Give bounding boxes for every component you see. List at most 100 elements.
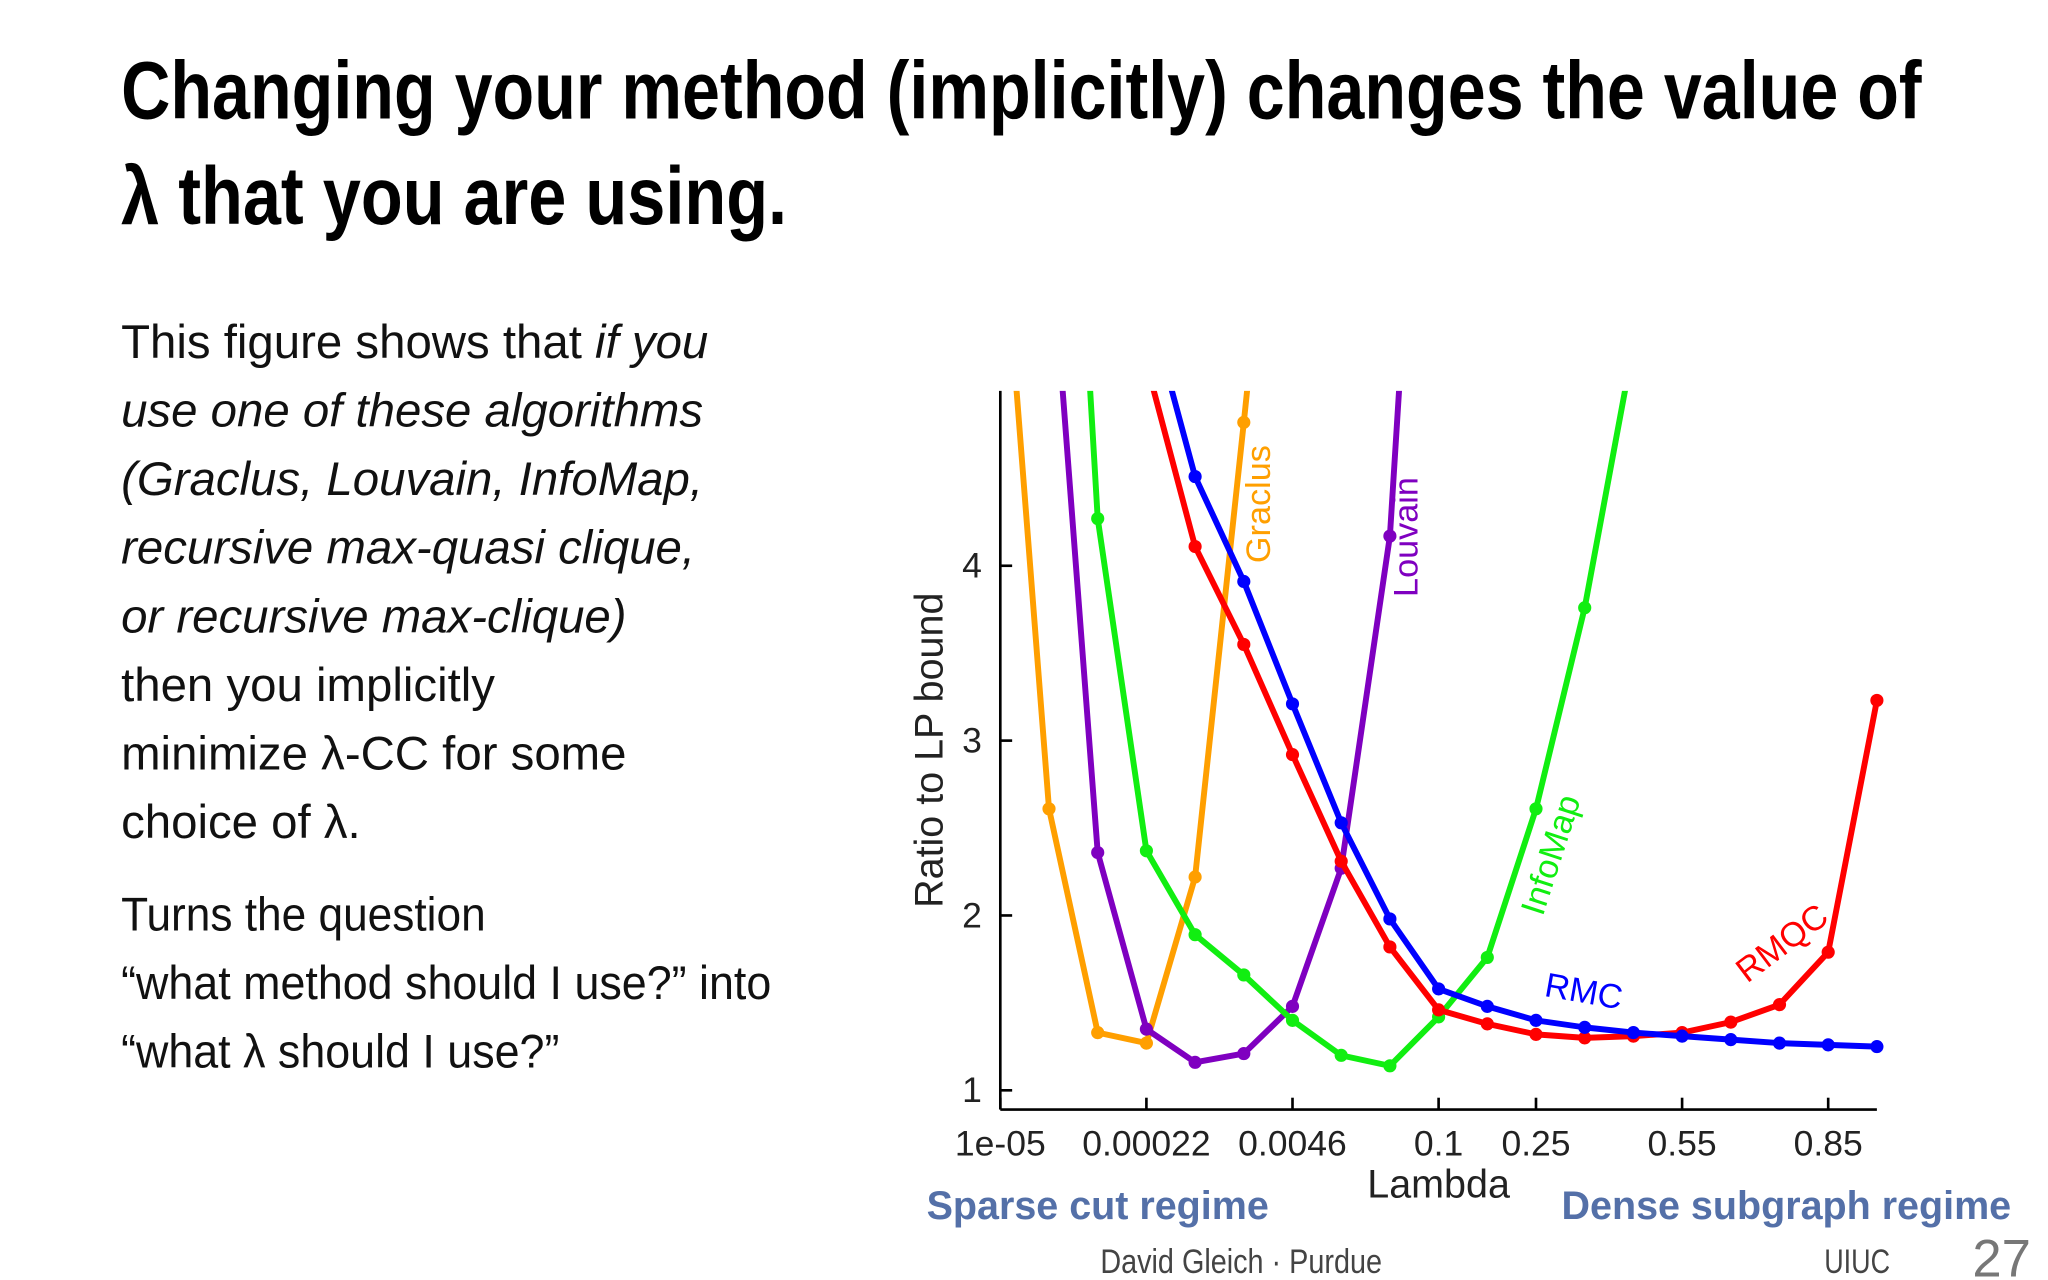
data-point	[1383, 529, 1397, 543]
data-point	[1091, 511, 1105, 526]
data-point	[1139, 844, 1153, 858]
data-point	[1480, 999, 1494, 1013]
data-point	[1285, 1013, 1300, 1027]
series-line	[1168, 390, 1878, 1050]
body-line: use one of these algorithms	[121, 385, 703, 438]
data-point	[1578, 1020, 1592, 1034]
x-tick-label: 1e-05	[955, 1124, 1046, 1164]
data-point	[1139, 1022, 1153, 1036]
data-point	[1627, 339, 1640, 352]
data-point	[1237, 968, 1251, 982]
body-line: or recursive max-clique)	[121, 590, 626, 643]
page-number: 27	[1972, 1230, 2031, 1280]
data-point	[1334, 854, 1348, 868]
data-point	[1237, 637, 1251, 652]
body-line: Turns the question	[121, 889, 486, 942]
data-point	[1870, 693, 1884, 707]
data-point	[1334, 1048, 1348, 1062]
data-point	[1139, 1036, 1153, 1050]
data-point	[1821, 945, 1835, 959]
y-tick-label: 3	[962, 720, 982, 760]
data-point	[1237, 415, 1251, 429]
data-point	[1285, 748, 1300, 762]
body-span: This figure shows that	[121, 316, 582, 369]
title-line: Changing your method (implicitly) change…	[121, 45, 1922, 136]
data-point	[1675, 1029, 1689, 1043]
body-line: “what method should I use?” into	[121, 957, 771, 1010]
data-point	[1334, 816, 1348, 830]
data-point	[1285, 999, 1300, 1013]
plot-area	[994, 175, 1884, 1073]
annotation: Sparse cut regime	[927, 1184, 1269, 1228]
data-point	[1140, 356, 1153, 369]
data-point	[1578, 1031, 1592, 1045]
body-line: minimize λ-CC for some	[121, 727, 626, 780]
data-point	[1140, 290, 1153, 303]
body-span: use one of these algorithms	[121, 385, 703, 438]
body-line: then you implicitly	[121, 659, 495, 712]
data-point	[1821, 1038, 1835, 1052]
x-tick-label: 0.00022	[1082, 1124, 1210, 1164]
data-point	[1188, 470, 1202, 484]
data-point	[1529, 802, 1543, 816]
data-point	[994, 175, 1007, 188]
body-span: then you implicitly	[121, 659, 495, 712]
data-point	[1529, 1013, 1543, 1027]
data-point	[1188, 928, 1202, 942]
data-point	[1188, 539, 1202, 554]
x-tick-label: 0.85	[1794, 1124, 1863, 1164]
y-tick-label: 1	[962, 1070, 982, 1110]
data-point	[1383, 940, 1397, 954]
y-axis-label: Ratio to LP bound	[907, 593, 951, 908]
data-point	[1870, 1040, 1884, 1054]
data-point	[1383, 1059, 1397, 1073]
footer-venue: UIUC	[1824, 1243, 1890, 1280]
x-axis-label: Lambda	[1367, 1163, 1510, 1207]
body-span: or recursive max-clique)	[121, 590, 626, 643]
series-label: RMQC	[1729, 897, 1835, 990]
data-point	[1578, 601, 1592, 615]
body-span: choice of λ.	[121, 796, 361, 849]
body-span: (Graclus, Louvain, InfoMap,	[121, 453, 703, 506]
series-line	[1150, 390, 1880, 1041]
body-text: This figure shows that if you use one of t…	[121, 316, 771, 1078]
chart: 1 2 3 4 1e-05 0.00022 0.0046 0.1 0.25 0.55 0.85 Gra…	[955, 175, 1884, 1164]
data-point	[1042, 802, 1056, 816]
data-point	[1091, 845, 1105, 860]
data-point	[1432, 1003, 1446, 1017]
footer-author: David Gleich · Purdue	[1100, 1243, 1382, 1280]
data-point	[1188, 1055, 1202, 1069]
data-point	[1042, 204, 1055, 217]
title-line: λ that you are using.	[121, 151, 787, 242]
body-span: if you	[595, 316, 708, 369]
body-line: This figure shows that if you	[121, 316, 708, 369]
body-line: (Graclus, Louvain, InfoMap,	[121, 453, 703, 506]
x-tick-label: 0.25	[1501, 1124, 1570, 1164]
x-tick-label: 0.0046	[1238, 1124, 1347, 1164]
y-tick-label: 4	[962, 546, 982, 586]
series-label: InfoMap	[1514, 790, 1588, 919]
data-point	[1480, 1017, 1494, 1031]
x-tick-label: 0.55	[1648, 1124, 1717, 1164]
series-label: RMC	[1542, 966, 1625, 1017]
body-line: recursive max-quasi clique,	[121, 522, 695, 575]
data-point	[1285, 697, 1300, 711]
data-point	[1432, 982, 1446, 996]
body-span: recursive max-quasi clique,	[121, 522, 695, 575]
data-point	[1626, 1026, 1640, 1040]
body-line: choice of λ.	[121, 796, 361, 849]
data-point	[1772, 1036, 1787, 1050]
body-span: minimize λ-CC for some	[121, 727, 626, 780]
data-point	[1724, 1033, 1738, 1047]
body-line: “what λ should I use?”	[121, 1025, 559, 1078]
annotation: Dense subgraph regime	[1562, 1184, 2012, 1228]
y-tick-label: 2	[962, 895, 982, 935]
data-point	[1091, 1026, 1105, 1040]
series-label: Graclus	[1240, 445, 1278, 563]
data-point	[1237, 574, 1251, 589]
data-point	[1480, 950, 1494, 965]
data-point	[1772, 998, 1787, 1012]
data-point	[1724, 1015, 1738, 1029]
